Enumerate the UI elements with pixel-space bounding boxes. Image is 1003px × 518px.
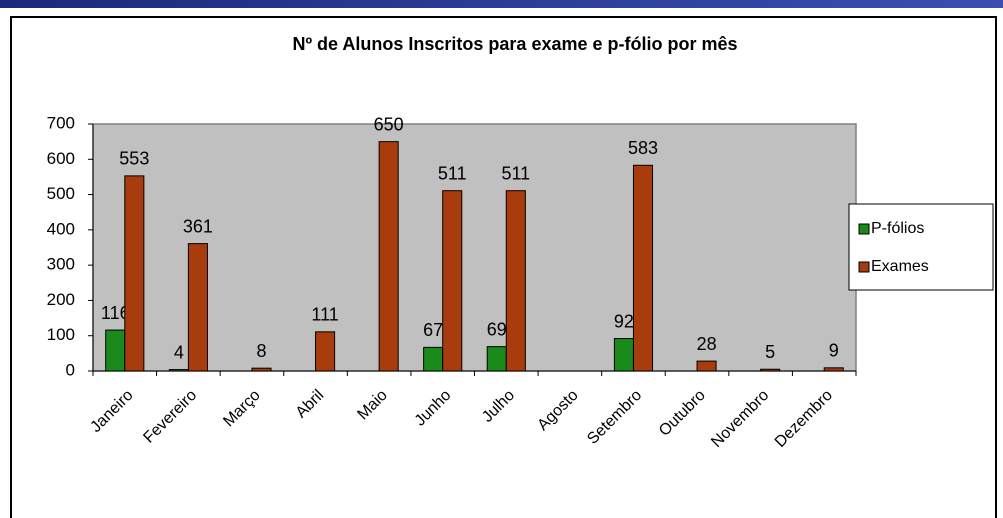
y-tick-label: 300 — [47, 255, 75, 274]
bar — [105, 329, 126, 372]
data-label: 116 — [101, 303, 130, 323]
bar — [378, 141, 399, 372]
bar — [505, 190, 526, 372]
data-label: 511 — [501, 163, 530, 183]
legend-label: P-fólios — [871, 220, 924, 237]
y-tick-label: 500 — [47, 184, 75, 203]
legend-swatch — [858, 223, 870, 235]
data-label: 650 — [374, 114, 404, 134]
top-bar — [0, 0, 1003, 8]
y-tick-label: 100 — [47, 325, 75, 344]
y-tick-label: 0 — [66, 360, 75, 379]
data-label: 111 — [311, 305, 338, 325]
legend-swatch — [858, 261, 870, 273]
y-tick-label: 700 — [47, 113, 75, 132]
bar — [632, 164, 654, 372]
bar — [315, 331, 336, 372]
bar — [251, 367, 272, 372]
legend-label: Exames — [871, 258, 929, 275]
bar — [486, 346, 507, 372]
bar — [823, 367, 844, 372]
bar — [696, 360, 717, 372]
data-label: 9 — [829, 341, 839, 361]
data-label: 511 — [438, 163, 467, 183]
data-label: 583 — [628, 138, 658, 158]
bar — [124, 175, 145, 372]
plot-area — [92, 123, 857, 372]
bar — [760, 368, 781, 372]
legend-box — [848, 203, 994, 291]
data-label: 361 — [183, 216, 213, 236]
data-label: 92 — [614, 311, 634, 331]
data-label: 67 — [423, 320, 443, 340]
bar — [187, 243, 208, 372]
y-tick-label: 600 — [47, 149, 75, 168]
y-tick-label: 400 — [47, 219, 75, 238]
data-label: 69 — [487, 319, 507, 339]
y-tick-label: 200 — [47, 290, 75, 309]
chart-title: Nº de Alunos Inscritos para exame e p-fó… — [292, 34, 737, 54]
data-label: 553 — [119, 149, 149, 169]
data-label: 28 — [697, 334, 717, 354]
bar — [423, 346, 444, 372]
data-label: 4 — [174, 342, 184, 362]
data-label: 8 — [256, 341, 266, 361]
bar — [613, 338, 634, 372]
bar — [168, 369, 189, 372]
data-label: 5 — [765, 342, 775, 362]
bar — [442, 190, 463, 372]
